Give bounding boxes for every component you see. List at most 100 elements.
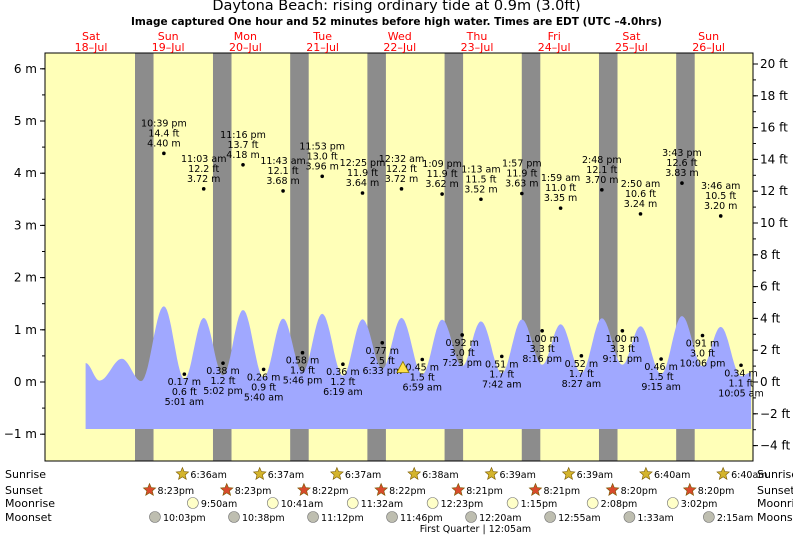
- low-tide-ft-1: 1.2 ft: [210, 376, 235, 387]
- high-tide-point-7: [440, 192, 444, 196]
- low-tide-m-1: 0.38 m: [206, 366, 239, 377]
- moonset-icon-5: [544, 511, 556, 523]
- low-tide-time-4: 6:19 am: [323, 387, 362, 398]
- day-date-0: 18–Jul: [75, 41, 108, 54]
- right-tick-label-12: 20 ft: [760, 57, 788, 71]
- low-tide-time-9: 8:16 pm: [522, 354, 562, 365]
- day-date-2: 20–Jul: [229, 41, 262, 54]
- high-tide-point-10: [558, 206, 563, 210]
- sunset-time-3: 8:22pm: [389, 486, 426, 497]
- moonset-label-left: Moonset: [5, 511, 52, 524]
- high-tide-time-6: 12:32 am: [379, 154, 424, 165]
- sunset-time-4: 8:21pm: [466, 486, 503, 497]
- high-tide-m-9: 3.63 m: [505, 179, 538, 190]
- moonrise-icon-1: [266, 497, 279, 509]
- astronomy-rows: Sunrise Sunrise 6:36am 6:37am 6:37am 6:38am 6:…: [5, 466, 793, 535]
- moonrise-icon-6: [667, 497, 679, 509]
- low-tide-time-6: 6:59 am: [403, 383, 442, 394]
- high-tide-m-7: 3.62 m: [425, 179, 458, 190]
- high-tide-time-7: 1:09 pm: [422, 159, 462, 170]
- high-tide-point-1: [201, 187, 206, 191]
- right-tick-label-2: 0 ft: [760, 375, 780, 389]
- moonset-icon-1: [228, 511, 240, 523]
- high-tide-time-12: 2:50 am: [621, 179, 660, 190]
- low-tide-point-10: [579, 354, 584, 358]
- high-tide-point-8: [479, 197, 483, 202]
- high-tide-point-4: [320, 174, 325, 179]
- high-tide-time-13: 3:43 pm: [662, 148, 702, 159]
- tide-water-area: [85, 306, 752, 429]
- tide-area: [85, 306, 752, 429]
- low-tide-point-9: [540, 329, 544, 333]
- low-tide-point-4: [341, 362, 345, 367]
- low-tide-ft-5: 2.5 ft: [370, 356, 395, 367]
- high-tide-ft-11: 12.1 ft: [586, 165, 617, 176]
- day-name-6: Fri: [548, 30, 561, 43]
- high-tide-point-9: [520, 191, 524, 196]
- high-tide-m-10: 3.35 m: [544, 193, 577, 204]
- high-tide-time-8: 1:13 am: [461, 164, 500, 175]
- left-tick-label-7: 6 m: [14, 62, 37, 76]
- low-tide-point-3: [300, 350, 305, 355]
- sunrise-label-left: Sunrise: [5, 468, 46, 481]
- high-tide-point-2: [241, 163, 245, 167]
- low-tide-ft-2: 0.9 ft: [251, 382, 276, 393]
- high-tide-ft-1: 12.2 ft: [188, 164, 219, 175]
- low-tide-ft-7: 3.0 ft: [450, 348, 475, 359]
- day-name-3: Tue: [312, 30, 332, 43]
- right-tick-label-4: 4 ft: [760, 311, 780, 325]
- left-tick-label-1: 0 m: [14, 375, 37, 389]
- sunrise-icon-2: [329, 466, 344, 480]
- high-tide-point-0: [162, 151, 166, 156]
- sunset-icon-3: [374, 482, 389, 496]
- sunset-label-left: Sunset: [5, 484, 43, 497]
- moonset-time-0: 10:03pm: [163, 513, 206, 524]
- sunset-time-1: 8:23pm: [235, 486, 272, 497]
- high-tide-ft-5: 11.9 ft: [347, 168, 378, 179]
- right-tick-label-1: −2 ft: [760, 407, 791, 421]
- moonrise-icon-5: [586, 497, 599, 509]
- low-tide-time-2: 5:40 am: [244, 392, 283, 403]
- high-tide-ft-0: 14.4 ft: [148, 128, 179, 139]
- low-tide-time-1: 5:02 pm: [203, 386, 243, 397]
- moonrise-icon-3: [426, 497, 439, 509]
- high-tide-m-3: 3.68 m: [266, 176, 299, 187]
- high-tide-point-12: [638, 212, 643, 216]
- high-tide-m-14: 3.20 m: [704, 201, 737, 212]
- plot-frame: [44, 52, 754, 462]
- sunrise-icon-1: [252, 466, 267, 480]
- day-name-2: Mon: [234, 30, 257, 43]
- high-tide-time-0: 10:39 pm: [141, 118, 187, 129]
- moonset-icon-3: [386, 511, 398, 523]
- high-tide-time-5: 12:25 pm: [340, 158, 386, 169]
- right-tick-label-9: 14 ft: [760, 152, 788, 166]
- sunset-time-6: 8:20pm: [621, 486, 658, 497]
- moonset-time-4: 12:20am: [479, 513, 521, 524]
- day-date-7: 25–Jul: [615, 41, 648, 54]
- low-tide-m-6: 0.45 m: [406, 363, 439, 374]
- high-tide-point-5: [360, 191, 365, 195]
- high-tide-ft-12: 10.6 ft: [625, 189, 656, 200]
- high-tide-ft-14: 10.5 ft: [705, 191, 736, 202]
- chart-subtitle: Image captured One hour and 52 minutes b…: [131, 16, 662, 28]
- moonrise-icon-2: [346, 497, 359, 509]
- sunset-label-right: Sunset: [757, 484, 793, 497]
- low-tide-point-2: [261, 367, 266, 372]
- high-tide-ft-13: 12.6 ft: [666, 158, 697, 169]
- low-tide-point-8: [499, 354, 504, 359]
- high-tide-time-11: 2:48 pm: [582, 155, 622, 166]
- high-tide-point-6: [399, 187, 404, 191]
- moonrise-time-0: 9:50am: [201, 499, 237, 510]
- low-tide-point-14: [739, 363, 743, 368]
- day-name-0: Sat: [82, 30, 101, 43]
- low-tide-m-2: 0.26 m: [247, 372, 280, 383]
- low-tide-m-3: 0.58 m: [286, 356, 319, 367]
- right-tick-label-7: 10 ft: [760, 216, 788, 230]
- high-tide-m-0: 4.40 m: [147, 138, 180, 149]
- day-name-4: Wed: [388, 30, 412, 43]
- high-tide-ft-4: 13.0 ft: [307, 151, 338, 162]
- sunset-time-2: 8:22pm: [312, 486, 349, 497]
- high-tide-point-13: [680, 181, 684, 185]
